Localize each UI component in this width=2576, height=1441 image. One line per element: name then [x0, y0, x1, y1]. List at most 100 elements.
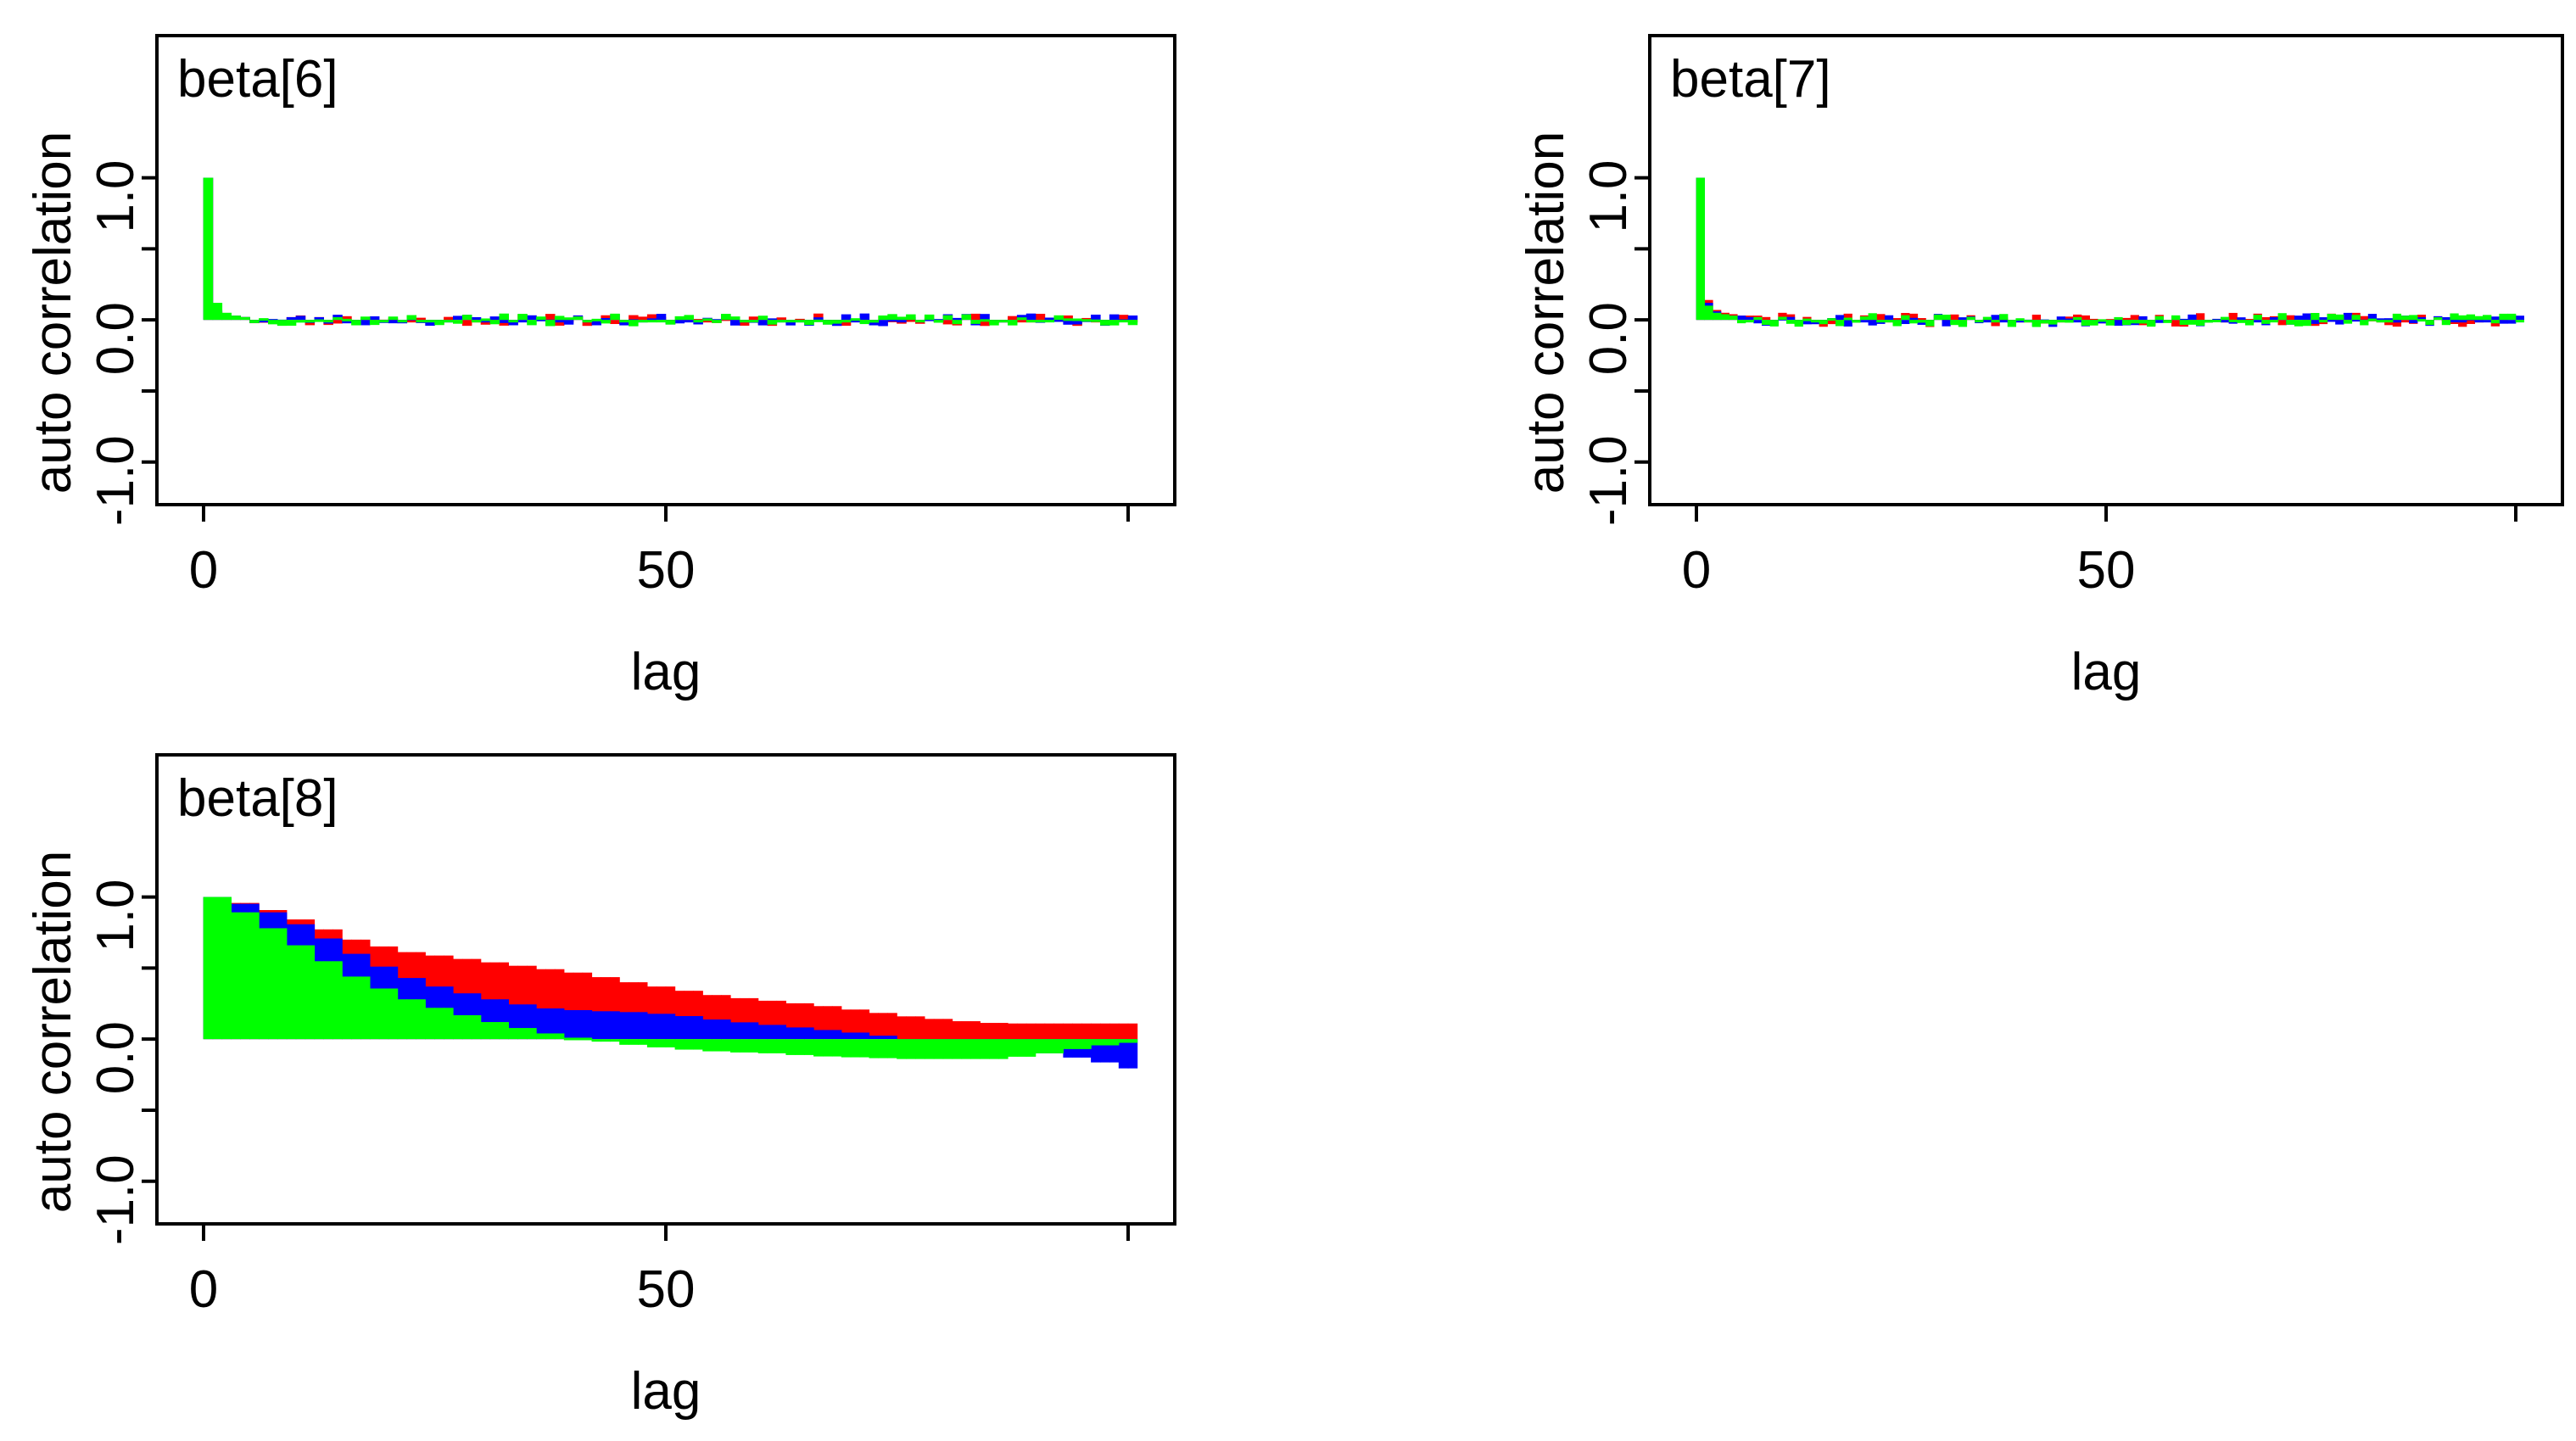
acf-bar	[295, 945, 306, 1040]
acf-bar	[2515, 320, 2524, 323]
acf-bar	[480, 318, 491, 321]
acf-bar	[378, 988, 389, 1040]
acf-bar	[2188, 314, 2197, 321]
acf-bar	[360, 320, 371, 326]
acf-bar	[2367, 318, 2378, 321]
acf-bar	[295, 320, 306, 323]
acf-bar	[1761, 316, 1771, 321]
acf-bar	[221, 312, 232, 321]
acf-bar	[850, 1032, 861, 1040]
acf-bar	[2376, 320, 2385, 323]
acf-bar	[342, 316, 352, 321]
panel-title: beta[8]	[177, 769, 338, 828]
acf-bar	[961, 1039, 971, 1059]
acf-bar	[785, 1039, 796, 1055]
acf-bar	[545, 314, 556, 321]
acf-bar	[638, 316, 648, 321]
acf-bar	[554, 320, 565, 323]
acf-bar	[739, 997, 750, 1040]
acf-bar	[712, 1039, 722, 1052]
acf-bar	[508, 1004, 518, 1040]
acf-bar	[748, 316, 759, 321]
acf-bar	[702, 1019, 712, 1040]
acf-bar	[1016, 1023, 1027, 1040]
acf-bar	[646, 1014, 657, 1040]
series-green	[203, 177, 1138, 327]
acf-bar	[601, 320, 611, 324]
acf-bar	[2515, 316, 2524, 321]
acf-bar	[517, 320, 528, 323]
acf-bar	[2277, 320, 2287, 326]
acf-bar	[693, 991, 703, 1040]
acf-bar	[2466, 314, 2475, 321]
acf-bar	[915, 320, 925, 323]
acf-bar	[906, 319, 916, 322]
acf-bar	[231, 912, 241, 1040]
acf-bar	[2302, 313, 2311, 321]
acf-bar	[656, 314, 667, 321]
acf-bar	[259, 928, 269, 1040]
acf-bar	[906, 1016, 916, 1040]
acf-bar	[1859, 320, 1869, 323]
acf-bar	[2114, 320, 2123, 327]
acf-bar	[2392, 320, 2402, 327]
acf-bar	[1008, 1023, 1018, 1040]
acf-bar	[2065, 318, 2074, 321]
acf-bar	[2228, 319, 2238, 322]
acf-bar	[980, 319, 990, 322]
acf-bar	[933, 1039, 944, 1059]
acf-bar	[554, 1008, 565, 1040]
acf-bar	[2400, 316, 2410, 321]
acf-bar	[1044, 1023, 1055, 1040]
acf-bar	[952, 1039, 963, 1059]
acf-bar	[823, 1006, 833, 1040]
acf-bar	[638, 982, 648, 1040]
acf-bar	[739, 1022, 750, 1040]
acf-bar	[1859, 316, 1869, 321]
acf-bar	[1696, 177, 1705, 321]
acf-bar	[998, 1023, 1009, 1040]
acf-bar	[2384, 320, 2394, 326]
acf-bar	[1025, 320, 1037, 323]
acf-bar	[2171, 315, 2181, 321]
acf-bar	[591, 1011, 601, 1040]
acf-bar	[693, 1016, 703, 1040]
acf-bar	[425, 320, 435, 323]
acf-bar	[286, 316, 297, 321]
acf-bar	[998, 1039, 1009, 1059]
acf-bar	[1127, 315, 1138, 321]
acf-bar	[1737, 320, 1746, 324]
acf-bar	[1035, 320, 1046, 323]
acf-bar	[887, 1036, 897, 1040]
acf-bar	[767, 1000, 778, 1040]
acf-bar	[416, 320, 426, 323]
acf-bar	[767, 1039, 778, 1053]
acf-bar	[2318, 317, 2328, 321]
acf-bar	[730, 1039, 740, 1053]
acf-bar	[268, 928, 278, 1040]
acf-bar	[517, 1004, 528, 1040]
acf-bar	[674, 991, 685, 1040]
acf-bar	[739, 320, 750, 326]
x-tick-label: 0	[1682, 541, 1711, 600]
acf-bar	[1016, 1039, 1027, 1057]
acf-bar	[952, 1021, 963, 1040]
acf-bar	[388, 988, 399, 1040]
y-axis-label: auto correlation	[24, 131, 82, 494]
acf-bar	[610, 1011, 620, 1040]
acf-bar	[1008, 316, 1018, 321]
acf-bar	[1901, 320, 1910, 325]
acf-bar	[952, 320, 963, 325]
acf-bar	[1835, 315, 1845, 321]
acf-bar	[2056, 320, 2065, 323]
acf-bar	[406, 315, 416, 321]
acf-bar	[212, 896, 223, 1040]
acf-bar	[795, 1027, 805, 1040]
x-tick-label: 50	[637, 541, 696, 600]
acf-bar	[332, 961, 343, 1040]
acf-bar	[1843, 320, 1852, 327]
acf-bar	[369, 316, 380, 321]
acf-bar	[1127, 320, 1138, 326]
acf-bar	[1884, 320, 1894, 323]
